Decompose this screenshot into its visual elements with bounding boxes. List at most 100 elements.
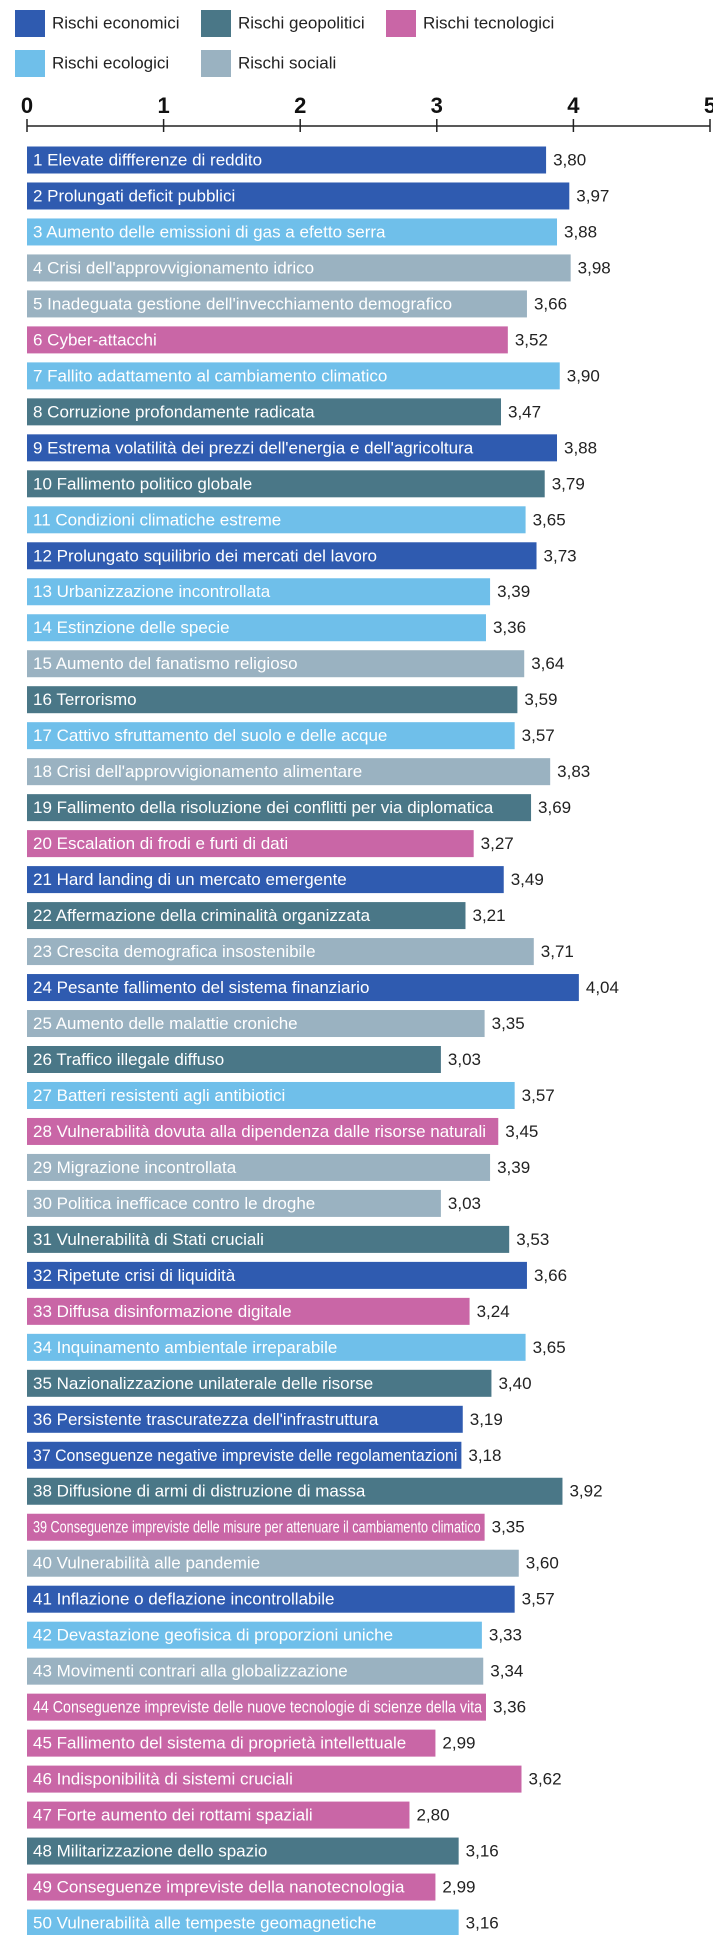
value-label: 3,90 [567, 366, 600, 385]
bar-label: 14 Estinzione delle specie [33, 618, 230, 637]
value-label: 2,99 [442, 1878, 475, 1897]
value-label: 3,16 [466, 1842, 499, 1861]
value-label: 3,33 [489, 1626, 522, 1645]
x-tick-label: 5 [704, 93, 713, 118]
value-label: 3,47 [508, 402, 541, 421]
bar-label: 21 Hard landing di un mercato emergente [33, 870, 347, 889]
value-label: 3,71 [541, 942, 574, 961]
value-label: 3,49 [511, 870, 544, 889]
legend-swatch [15, 50, 45, 77]
value-label: 2,80 [416, 1806, 449, 1825]
bar-label: 44 Conseguenze impreviste delle nuove te… [33, 1698, 482, 1717]
bar-label: 19 Fallimento della risoluzione dei conf… [33, 798, 494, 817]
value-label: 3,79 [552, 474, 585, 493]
bar-label: 29 Migrazione incontrollata [33, 1158, 237, 1177]
value-label: 3,88 [564, 438, 597, 457]
bar-label: 4 Crisi dell'approvvigionamento idrico [33, 258, 314, 277]
bar-label: 34 Inquinamento ambientale irreparabile [33, 1338, 337, 1357]
bar-label: 30 Politica inefficace contro le droghe [33, 1194, 315, 1213]
bar-label: 16 Terrorismo [33, 690, 137, 709]
bar-label: 46 Indisponibilità di sistemi cruciali [33, 1770, 293, 1789]
value-label: 3,39 [497, 1158, 530, 1177]
legend-swatch [386, 10, 416, 37]
value-label: 3,40 [498, 1374, 531, 1393]
bar-label: 1 Elevate diffferenze di reddito [33, 150, 262, 169]
bar-label: 45 Fallimento del sistema di proprietà i… [33, 1734, 406, 1753]
value-label: 3,65 [533, 1338, 566, 1357]
value-label: 3,53 [516, 1230, 549, 1249]
value-label: 3,66 [534, 294, 567, 313]
bar-label: 23 Crescita demografica insostenibile [33, 942, 316, 961]
bar-label: 25 Aumento delle malattie croniche [33, 1014, 298, 1033]
value-label: 3,24 [477, 1302, 510, 1321]
value-label: 3,64 [531, 654, 564, 673]
value-label: 3,65 [533, 510, 566, 529]
bar-label: 38 Diffusione di armi di distruzione di … [33, 1482, 366, 1501]
value-label: 3,45 [505, 1122, 538, 1141]
value-label: 3,59 [524, 690, 557, 709]
bar-label: 43 Movimenti contrari alla globalizzazio… [33, 1662, 348, 1681]
value-label: 3,83 [557, 762, 590, 781]
bar-label: 31 Vulnerabilità di Stati cruciali [33, 1230, 264, 1249]
bar-label: 17 Cattivo sfruttamento del suolo e dell… [33, 726, 387, 745]
value-label: 4,04 [586, 978, 619, 997]
bar-label: 26 Traffico illegale diffuso [33, 1050, 224, 1069]
value-label: 3,97 [576, 186, 609, 205]
bar-label: 24 Pesante fallimento del sistema finanz… [33, 978, 369, 997]
bar-label: 37 Conseguenze negative impreviste delle… [33, 1446, 457, 1465]
bar-label: 9 Estrema volatilità dei prezzi dell'ene… [33, 438, 474, 457]
bar-label: 10 Fallimento politico globale [33, 474, 252, 493]
bar-label: 39 Conseguenze impreviste delle misure p… [33, 1518, 481, 1537]
value-label: 3,52 [515, 330, 548, 349]
bar-label: 27 Batteri resistenti agli antibiotici [33, 1086, 285, 1105]
bar-label: 12 Prolungato squilibrio dei mercati del… [33, 546, 377, 565]
legend-swatch [15, 10, 45, 37]
legend-label: Rischi ecologici [52, 53, 169, 72]
value-label: 3,34 [490, 1662, 523, 1681]
value-label: 3,03 [448, 1194, 481, 1213]
bar-label: 42 Devastazione geofisica di proporzioni… [33, 1626, 393, 1645]
value-label: 3,88 [564, 222, 597, 241]
bar-label: 35 Nazionalizzazione unilaterale delle r… [33, 1374, 373, 1393]
value-label: 3,39 [497, 582, 530, 601]
value-label: 3,18 [468, 1446, 501, 1465]
x-tick-label: 3 [431, 93, 443, 118]
value-label: 3,35 [492, 1014, 525, 1033]
value-label: 3,36 [493, 618, 526, 637]
value-label: 3,60 [526, 1554, 559, 1573]
value-label: 3,57 [522, 726, 555, 745]
bar-label: 22 Affermazione della criminalità organi… [33, 906, 371, 925]
value-label: 3,36 [493, 1698, 526, 1717]
bar-label: 13 Urbanizzazione incontrollata [33, 582, 271, 601]
bar-label: 40 Vulnerabilità alle pandemie [33, 1554, 260, 1573]
bar-label: 36 Persistente trascuratezza dell'infras… [33, 1410, 379, 1429]
value-label: 3,80 [553, 150, 586, 169]
bar-label: 7 Fallito adattamento al cambiamento cli… [33, 366, 387, 385]
value-label: 2,99 [442, 1734, 475, 1753]
value-label: 3,35 [492, 1518, 525, 1537]
value-label: 3,27 [481, 834, 514, 853]
bar-label: 3 Aumento delle emissioni di gas a efett… [33, 222, 386, 241]
x-tick-label: 1 [157, 93, 169, 118]
bar-label: 11 Condizioni climatiche estreme [33, 510, 281, 529]
x-tick-label: 4 [567, 93, 580, 118]
value-label: 3,57 [522, 1086, 555, 1105]
bar-label: 5 Inadeguata gestione dell'invecchiament… [33, 294, 452, 313]
legend-label: Rischi tecnologici [423, 13, 554, 32]
bar-label: 32 Ripetute crisi di liquidità [33, 1266, 236, 1285]
legend-label: Rischi economici [52, 13, 180, 32]
bar-label: 20 Escalation di frodi e furti di dati [33, 834, 288, 853]
legend-swatch [201, 50, 231, 77]
bar-label: 15 Aumento del fanatismo religioso [33, 654, 298, 673]
bar-label: 6 Cyber-attacchi [33, 330, 157, 349]
value-label: 3,66 [534, 1266, 567, 1285]
value-label: 3,92 [569, 1482, 602, 1501]
page: Rischi economiciRischi geopoliticiRischi… [0, 0, 713, 1935]
value-label: 3,19 [470, 1410, 503, 1429]
value-label: 3,73 [544, 546, 577, 565]
legend-label: Rischi sociali [238, 53, 336, 72]
bar-label: 41 Inflazione o deflazione incontrollabi… [33, 1590, 334, 1609]
value-label: 3,62 [528, 1770, 561, 1789]
bar-label: 49 Conseguenze impreviste della nanotecn… [33, 1878, 405, 1897]
x-tick-label: 0 [21, 93, 33, 118]
